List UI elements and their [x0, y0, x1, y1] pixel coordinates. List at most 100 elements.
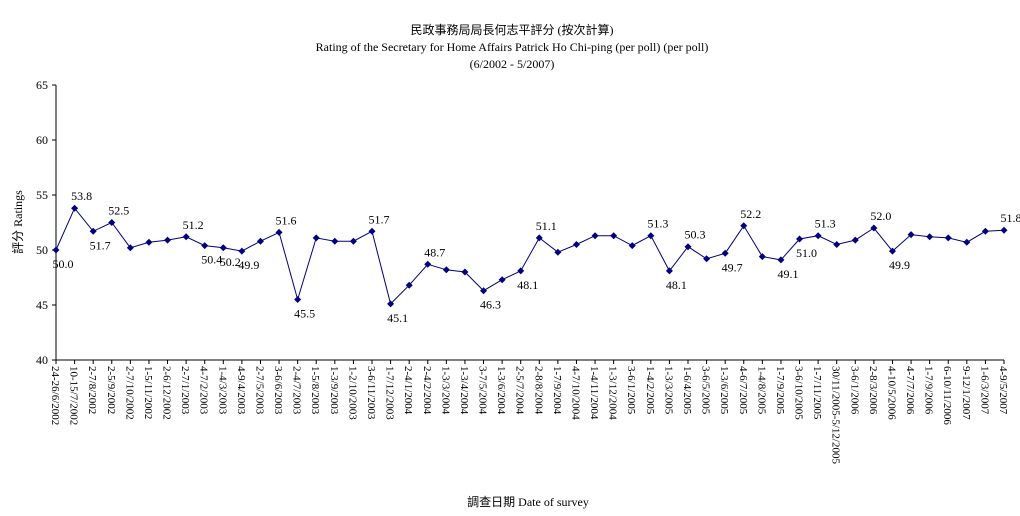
- x-tick-label: 3-7/5/2004: [477, 366, 489, 415]
- data-point: [108, 219, 116, 226]
- y-tick-label: 60: [36, 133, 48, 147]
- x-tick-label: 3-6/5/2005: [700, 366, 712, 415]
- data-label: 51.0: [796, 246, 817, 260]
- data-label: 50.3: [685, 228, 706, 242]
- x-tick-label: 1-5/8/2003: [309, 366, 321, 415]
- x-tick-label: 2-4/1/2004: [402, 366, 414, 415]
- data-label: 49.9: [889, 258, 910, 272]
- data-point: [647, 232, 655, 240]
- data-point: [758, 253, 766, 261]
- data-label: 52.5: [108, 204, 129, 218]
- x-tick-label: 1-7/9/2004: [551, 366, 563, 415]
- data-point: [368, 227, 376, 235]
- data-point: [126, 244, 134, 252]
- data-point: [926, 233, 934, 241]
- data-point: [610, 232, 618, 240]
- x-axis-label: 調查日期 Date of survey: [467, 495, 589, 509]
- x-tick-label: 1-3/6/2004: [495, 366, 507, 415]
- x-tick-label: 4-7/10/2004: [569, 366, 581, 420]
- y-tick-label: 55: [36, 188, 48, 202]
- x-tick-label: 3-6/11/2003: [365, 366, 377, 420]
- data-point: [145, 238, 153, 246]
- data-point: [238, 247, 246, 255]
- x-tick-label: 1-3/12/2004: [607, 366, 619, 420]
- data-point: [89, 227, 97, 235]
- x-tick-label: 4-9/4/2003: [235, 366, 247, 415]
- data-point: [71, 204, 79, 212]
- data-point: [572, 241, 580, 248]
- data-point: [944, 234, 952, 242]
- data-label: 51.1: [536, 219, 557, 233]
- data-label: 53.8: [71, 189, 92, 203]
- data-label: 51.3: [815, 217, 836, 231]
- x-tick-label: 2-7/10/2002: [123, 366, 135, 420]
- data-point: [628, 242, 636, 250]
- y-axis-label: 評分 Ratings: [10, 190, 25, 254]
- x-tick-label: 4-7/2/2003: [198, 366, 210, 415]
- x-tick-label: 1-7/11/2005: [811, 366, 823, 420]
- x-tick-label: 4-10/5/2006: [885, 366, 897, 420]
- x-tick-label: 3-6/10/2005: [793, 366, 805, 420]
- y-tick-label: 45: [36, 298, 48, 312]
- x-tick-label: 1-7/9/2006: [923, 366, 935, 415]
- series-line: [55, 207, 1005, 305]
- data-point: [219, 244, 227, 252]
- chart-subtitle: Rating of the Secretary for Home Affairs…: [316, 40, 709, 54]
- x-tick-label: 1-4/8/2005: [755, 366, 767, 415]
- x-tick-label: 2-7/5/2003: [253, 366, 265, 415]
- data-label: 49.9: [238, 258, 259, 272]
- data-point: [349, 237, 357, 245]
- data-point: [1000, 226, 1008, 234]
- x-tick-label: 3-6/1/2005: [625, 366, 637, 415]
- x-tick-label: 1-7/12/2003: [384, 366, 396, 420]
- data-point: [870, 224, 878, 232]
- x-tick-label: 2-7/1/2003: [179, 366, 191, 415]
- x-tick-label: 24-26/6/2002: [49, 366, 61, 425]
- x-tick-label: 2-4/7/2003: [291, 366, 303, 415]
- x-tick-label: 2-7/8/2002: [86, 366, 98, 414]
- data-point: [981, 227, 989, 235]
- y-tick-label: 65: [36, 78, 48, 92]
- x-tick-label: 1-4/3/2003: [216, 366, 228, 415]
- data-point: [591, 232, 599, 240]
- data-label: 51.3: [647, 217, 668, 231]
- x-tick-label: 2-8/8/2004: [532, 366, 544, 415]
- data-label: 48.1: [666, 278, 687, 292]
- x-tick-label: 4-7/7/2006: [904, 366, 916, 415]
- x-tick-label: 6-10/11/2006: [941, 366, 953, 425]
- y-tick-label: 40: [36, 353, 48, 367]
- data-point: [52, 246, 60, 254]
- data-point: [665, 267, 673, 275]
- x-tick-label: 2-5/9/2002: [105, 366, 117, 414]
- data-label: 52.0: [870, 209, 891, 223]
- data-label: 48.7: [424, 245, 445, 259]
- x-tick-label: 2-4/2/2004: [421, 366, 433, 415]
- data-point: [814, 232, 822, 240]
- data-point: [201, 242, 209, 250]
- data-point: [182, 233, 190, 241]
- data-label: 46.3: [480, 298, 501, 312]
- data-point: [312, 234, 320, 242]
- chart-title: 民政事務局局長何志平評分 (按次計算): [411, 22, 614, 37]
- x-tick-label: 1-3/4/2004: [458, 366, 470, 415]
- y-tick-label: 50: [36, 243, 48, 257]
- x-tick-label: 1-6/3/2007: [978, 366, 990, 415]
- data-point: [164, 236, 172, 244]
- data-label: 49.1: [777, 267, 798, 281]
- data-point: [963, 238, 971, 246]
- data-point: [535, 234, 543, 242]
- data-label: 51.8: [1001, 211, 1020, 225]
- x-tick-label: 4-6/7/2005: [737, 366, 749, 415]
- data-label: 48.1: [517, 278, 538, 292]
- data-label: 45.5: [294, 307, 315, 321]
- x-tick-label: 1-3/3/2004: [439, 366, 451, 415]
- data-point: [721, 249, 729, 257]
- data-label: 50.4: [201, 253, 222, 267]
- data-point: [331, 237, 339, 245]
- data-point: [480, 287, 488, 295]
- data-point: [740, 222, 748, 230]
- data-point: [442, 266, 450, 274]
- data-label: 50.2: [220, 255, 241, 269]
